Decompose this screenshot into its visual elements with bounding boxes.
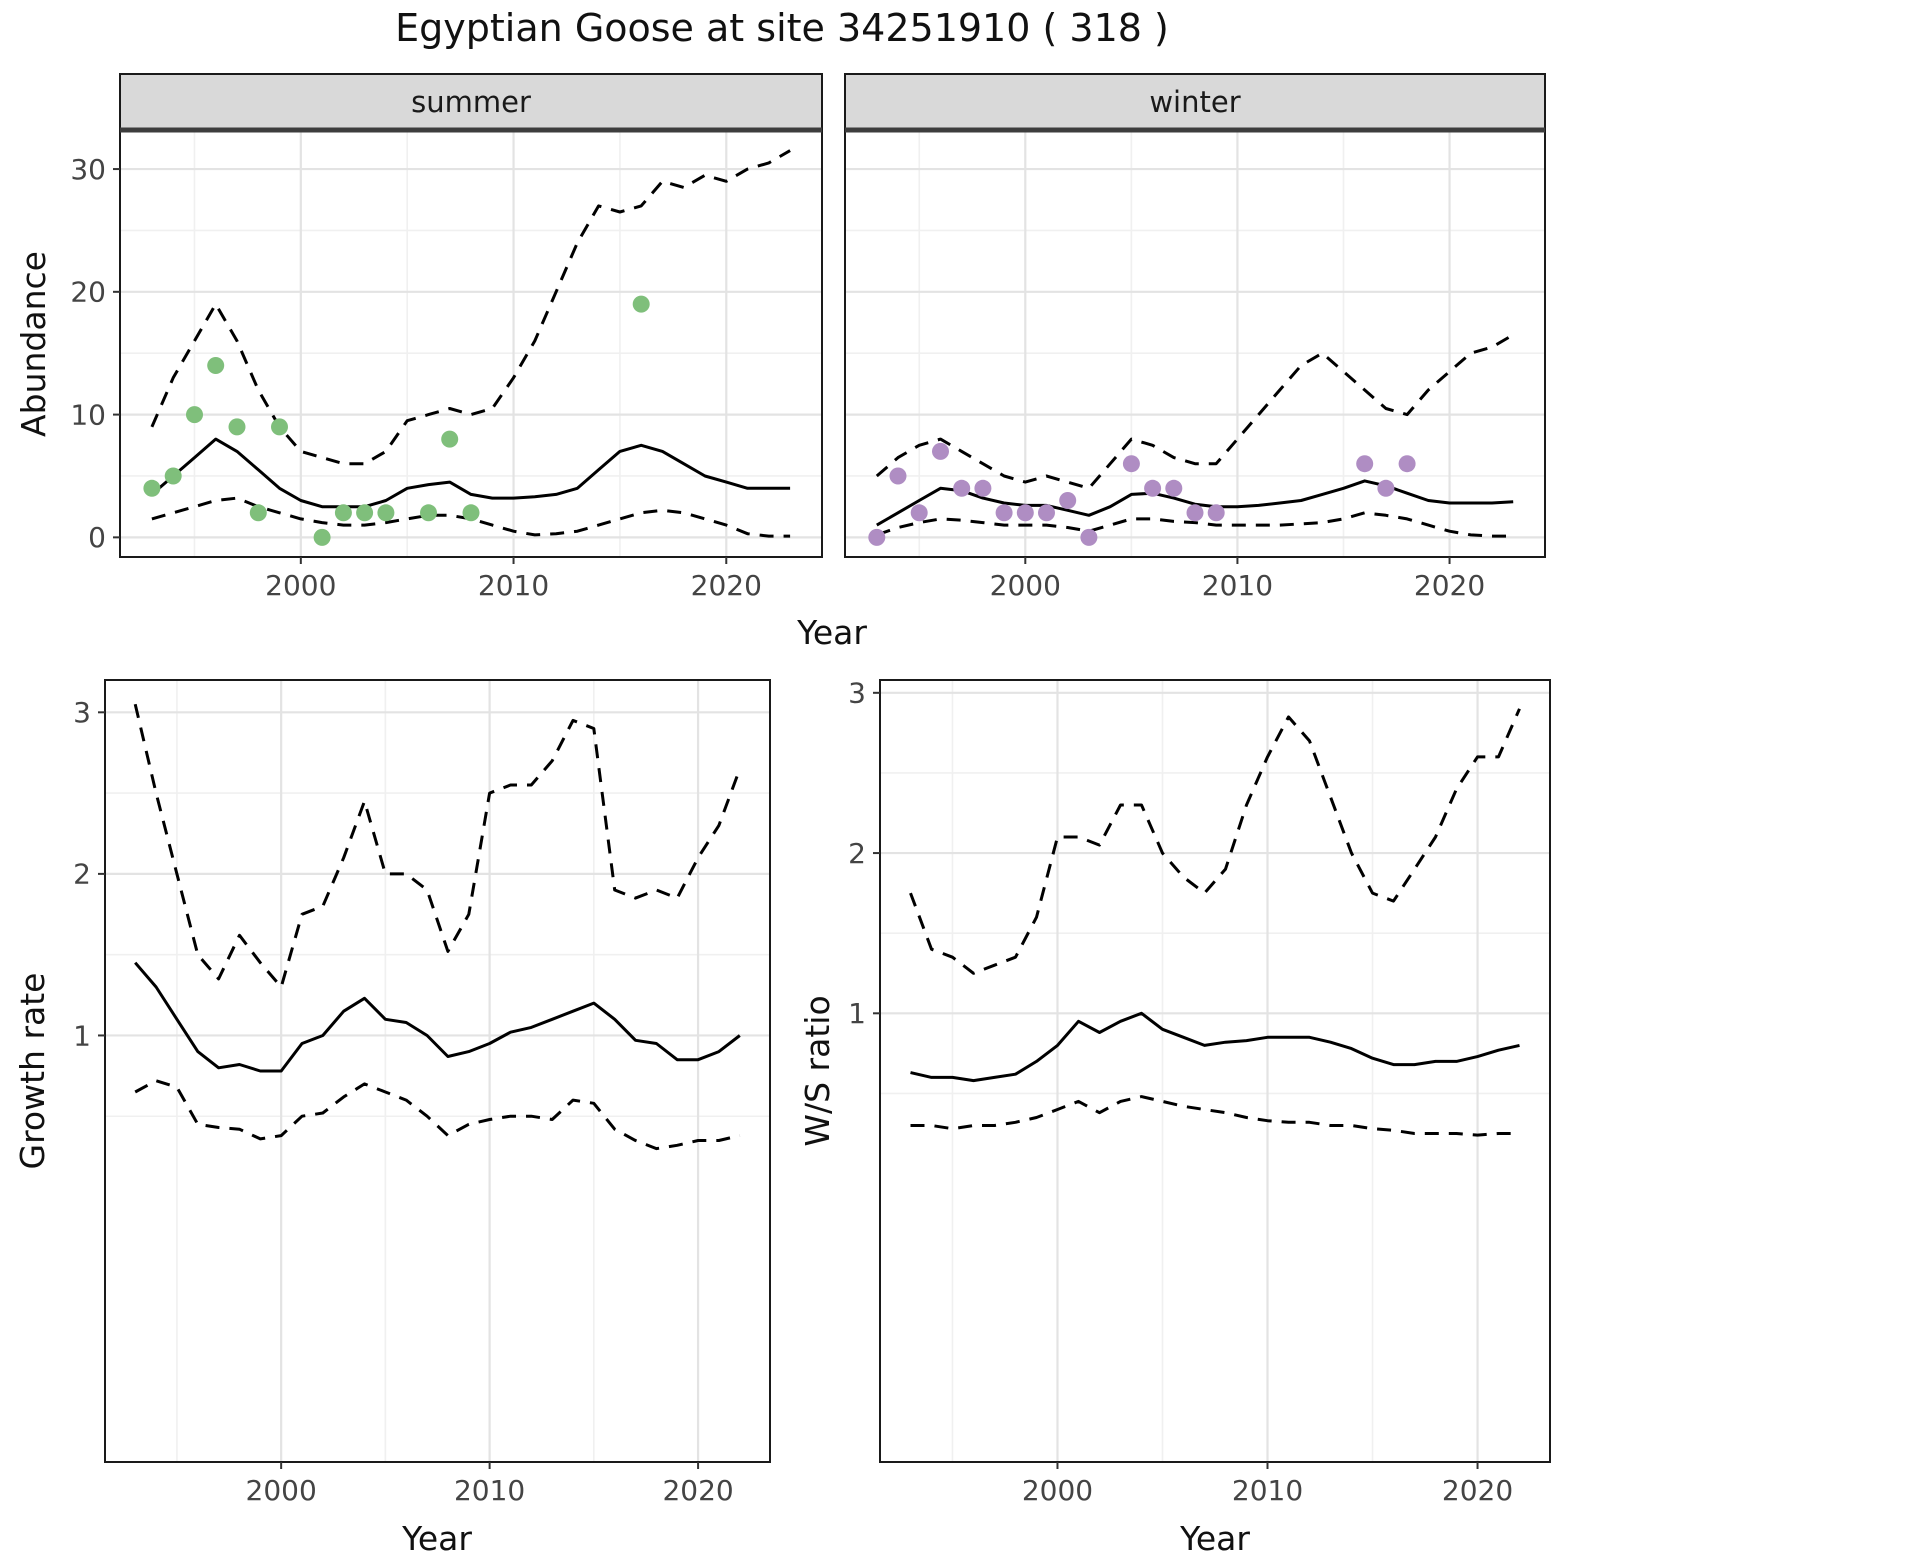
y-tick-label: 30 [70, 153, 106, 186]
x-tick-label: 2000 [1022, 1474, 1093, 1507]
y-axis-title-growth-rate: Growth rate [13, 972, 52, 1170]
upper-confidence-line [875, 333, 1514, 490]
facet-strip [844, 73, 1546, 130]
observed-count-point [462, 504, 480, 522]
observed-count-point [953, 479, 971, 497]
panel-border [104, 679, 771, 1463]
y-axis-title-abundance: Abundance [14, 251, 53, 437]
x-tick-label: 2000 [246, 1474, 317, 1507]
chart-title: Egyptian Goose at site 34251910 ( 318 ) [395, 6, 1169, 50]
observed-count-point [377, 504, 395, 522]
observed-count-point [441, 430, 459, 448]
panel-background [845, 131, 1545, 557]
y-tick-label: 3 [73, 696, 91, 729]
panel-background [120, 131, 822, 557]
lower-confidence-line [134, 1079, 741, 1151]
panel-border [879, 679, 1551, 1463]
facet-label-winter: winter [1149, 85, 1241, 119]
observed-count-point [1144, 479, 1162, 497]
observed-count-point [313, 528, 331, 546]
observed-count-point [356, 504, 374, 522]
smoothed-index-line [876, 479, 1514, 527]
x-tick-label: 2020 [662, 1474, 733, 1507]
lower-confidence-line [876, 511, 1514, 538]
observed-count-point [1122, 455, 1140, 473]
x-tick-label: 2020 [1442, 1474, 1513, 1507]
observed-count-point [143, 479, 161, 497]
observed-count-point [868, 528, 886, 546]
smoothed-index-line [150, 437, 791, 509]
observed-count-point [889, 467, 907, 485]
y-tick-label: 0 [88, 521, 106, 554]
y-tick-label: 2 [848, 837, 866, 870]
observed-count-point [910, 504, 928, 522]
x-axis-title-year-top: Year [797, 613, 867, 652]
observed-count-point [995, 504, 1013, 522]
x-tick-label: 2010 [478, 569, 549, 602]
x-tick-label: 2010 [454, 1474, 525, 1507]
observed-count-point [228, 418, 246, 436]
observed-count-point [1377, 479, 1395, 497]
panel-background [880, 680, 1550, 1462]
observed-count-point [974, 479, 992, 497]
observed-count-point [632, 295, 650, 313]
observed-count-point [1398, 455, 1416, 473]
observed-count-point [1016, 504, 1034, 522]
y-tick-label: 20 [70, 276, 106, 309]
observed-count-point [1165, 479, 1183, 497]
observed-count-point [207, 357, 225, 374]
x-tick-label: 2020 [691, 569, 762, 602]
y-tick-label: 3 [848, 677, 866, 710]
x-tick-label: 2010 [1232, 1474, 1303, 1507]
x-tick-label: 2010 [1202, 569, 1273, 602]
y-tick-label: 1 [848, 997, 866, 1030]
observed-count-point [249, 504, 267, 522]
y-tick-label: 2 [73, 858, 91, 891]
lower-confidence-line [910, 1095, 1520, 1137]
facet-strip [119, 73, 823, 130]
observed-count-point [932, 442, 949, 460]
x-axis-title-year-ws: Year [1180, 1519, 1250, 1558]
ws-ratio-estimate-line [910, 1011, 1520, 1083]
observed-count-point [1059, 492, 1077, 509]
observed-count-point [1080, 528, 1098, 546]
observed-count-point [186, 406, 203, 424]
observed-count-point [334, 504, 352, 522]
observed-count-point [420, 504, 437, 522]
growth-rate-estimate-line [134, 961, 741, 1073]
observed-count-point [271, 418, 288, 436]
x-tick-label: 2020 [1414, 569, 1485, 602]
observed-count-point [164, 467, 182, 485]
observed-count-point [1186, 504, 1204, 522]
observed-count-point [1038, 504, 1055, 522]
y-tick-label: 1 [73, 1019, 91, 1052]
upper-confidence-line [909, 708, 1521, 975]
x-tick-label: 2000 [265, 569, 336, 602]
observed-count-point [1356, 455, 1374, 473]
panel-growth-rate: 2000 2010 2020 1 2 3 [73, 679, 771, 1507]
y-tick-label: 10 [70, 398, 106, 431]
upper-confidence-line [133, 703, 742, 989]
panel-abundance-summer: 2000 2010 2020 0 10 20 30 [70, 73, 823, 602]
observed-count-point [1207, 504, 1225, 522]
panel-ws-ratio: 2000 2010 2020 1 2 3 [848, 677, 1551, 1507]
facet-label-summer: summer [411, 85, 531, 119]
y-axis-title-ws-ratio: W/S ratio [798, 995, 837, 1147]
x-tick-label: 2000 [990, 569, 1061, 602]
x-axis-title-year-growth: Year [402, 1519, 472, 1558]
panel-background [105, 680, 770, 1462]
panel-abundance-winter: 2000 2010 2020 [844, 73, 1546, 602]
